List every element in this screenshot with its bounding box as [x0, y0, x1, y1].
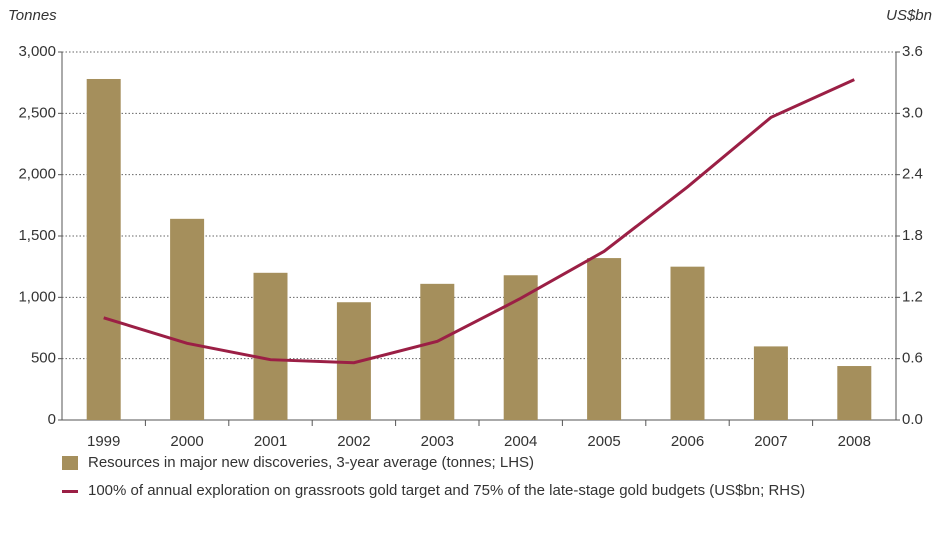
bar [253, 272, 288, 420]
x-tick-label: 2008 [838, 433, 871, 450]
y2-axis-label: US$bn [886, 7, 932, 24]
bar [86, 78, 121, 420]
x-tick-label: 2001 [254, 433, 287, 450]
x-tick-label: 2004 [504, 433, 537, 450]
bar [670, 266, 705, 420]
x-tick-label: 1999 [87, 433, 120, 450]
bar [420, 283, 455, 420]
y2-tick-label: 3.0 [902, 104, 923, 121]
y-tick-label: 0 [48, 411, 56, 428]
line [103, 78, 855, 365]
legend-item: Resources in major new discoveries, 3-ye… [62, 452, 862, 474]
y-tick-label: 500 [31, 350, 56, 367]
y-tick-label: 1,500 [18, 227, 56, 244]
legend-swatch [62, 456, 78, 470]
bar [587, 258, 622, 420]
x-tick-label: 2006 [671, 433, 704, 450]
legend-label: Resources in major new discoveries, 3-ye… [88, 454, 535, 471]
x-tick-label: 2000 [170, 433, 203, 450]
y-tick-label: 2,500 [18, 104, 56, 121]
legend-label: 100% of annual exploration on grassroots… [88, 482, 806, 499]
y-tick-label: 1,000 [18, 288, 56, 305]
chart: Tonnes US$bn 0 500 1,000 1,500 2,000 2,500 3,0… [8, 7, 932, 450]
bar [753, 346, 788, 420]
y-tick-label: 2,000 [18, 166, 56, 183]
y2-tick-label: 1.2 [902, 288, 923, 305]
legend: Resources in major new discoveries, 3-ye… [62, 452, 862, 508]
legend-item: 100% of annual exploration on grassroots… [62, 480, 862, 502]
y2-tick-label: 0.6 [902, 350, 923, 367]
bar [170, 218, 205, 420]
y2-tick-label: 3.6 [902, 43, 923, 60]
y-tick-label: 3,000 [18, 43, 56, 60]
x-tick-label: 2007 [754, 433, 787, 450]
legend-swatch [62, 490, 78, 493]
x-tick-label: 2002 [337, 433, 370, 450]
y2-tick-label: 2.4 [902, 166, 923, 183]
y2-tick-label: 1.8 [902, 227, 923, 244]
y2-tick-label: 0.0 [902, 411, 923, 428]
bar [837, 366, 872, 420]
x-tick-label: 2005 [587, 433, 620, 450]
y-axis-label: Tonnes [8, 7, 57, 24]
x-tick-label: 2003 [421, 433, 454, 450]
